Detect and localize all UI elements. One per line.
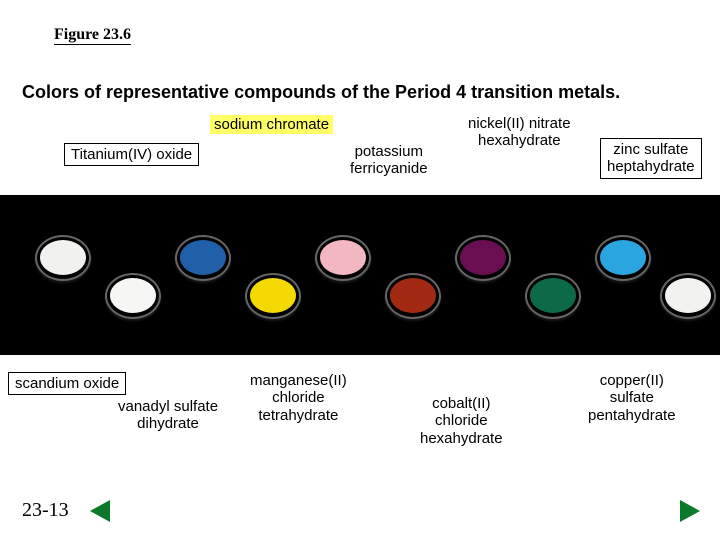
photo-strip: [0, 195, 720, 355]
label-line: dihydrate: [137, 415, 199, 432]
label-line: potassium: [355, 143, 423, 160]
dish-potassium-ferricyanide: [385, 273, 441, 319]
label-potassium-ferricyanide: potassium ferricyanide: [350, 143, 428, 178]
label-vanadyl-sulfate: vanadyl sulfate dihydrate: [118, 398, 218, 433]
dish-scandium-oxide: [35, 235, 91, 281]
dish-cobalt-chloride: [455, 235, 511, 281]
label-line: hexahydrate: [478, 132, 561, 149]
label-manganese-chloride: manganese(II) chloride tetrahydrate: [250, 372, 347, 424]
label-scandium-oxide: scandium oxide: [8, 372, 126, 395]
dish-titanium-oxide: [105, 273, 161, 319]
label-titanium-oxide: Titanium(IV) oxide: [64, 143, 199, 166]
label-cobalt-chloride: cobalt(II) chloride hexahydrate: [420, 395, 503, 447]
label-line: hexahydrate: [420, 430, 503, 447]
figure-label: Figure 23.6: [54, 26, 131, 45]
label-line: nickel(II) nitrate: [468, 115, 571, 132]
label-zinc-sulfate: zinc sulfate heptahydrate: [600, 138, 702, 179]
page-number: 23-13: [22, 499, 69, 522]
dish-copper-sulfate: [595, 235, 651, 281]
label-line: heptahydrate: [607, 158, 695, 175]
dish-nickel-nitrate: [525, 273, 581, 319]
dish-sodium-chromate: [245, 273, 301, 319]
label-line: pentahydrate: [588, 407, 676, 424]
label-line: chloride: [435, 412, 488, 429]
next-arrow-icon[interactable]: [680, 500, 700, 522]
label-line: sulfate: [610, 389, 654, 406]
page-title: Colors of representative compounds of th…: [22, 82, 620, 103]
label-line: copper(II): [600, 372, 664, 389]
label-line: manganese(II): [250, 372, 347, 389]
dish-zinc-sulfate: [660, 273, 716, 319]
label-line: cobalt(II): [432, 395, 490, 412]
label-sodium-chromate: sodium chromate: [210, 115, 333, 134]
prev-arrow-icon[interactable]: [90, 500, 110, 522]
label-line: chloride: [272, 389, 325, 406]
label-line: ferricyanide: [350, 160, 428, 177]
dish-manganese-chloride: [315, 235, 371, 281]
label-copper-sulfate: copper(II) sulfate pentahydrate: [588, 372, 676, 424]
label-nickel-nitrate: nickel(II) nitrate hexahydrate: [468, 115, 571, 150]
label-line: vanadyl sulfate: [118, 398, 218, 415]
label-line: zinc sulfate: [613, 141, 688, 158]
dish-vanadyl-sulfate: [175, 235, 231, 281]
label-line: tetrahydrate: [258, 407, 338, 424]
